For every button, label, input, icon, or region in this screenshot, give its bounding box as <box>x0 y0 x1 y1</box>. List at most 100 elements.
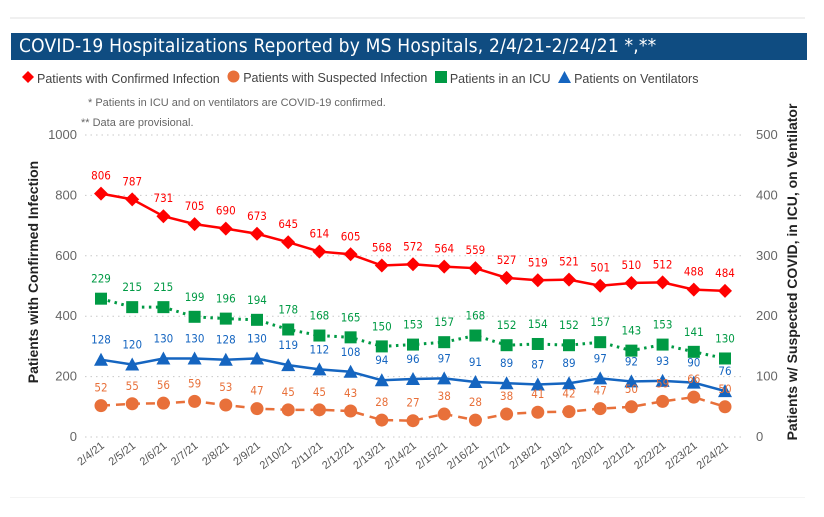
data-label: 42 <box>562 387 575 401</box>
data-label: 52 <box>94 381 107 395</box>
marker-circle <box>468 413 482 427</box>
data-label: 559 <box>466 243 486 257</box>
x-tick-label: 2/8/21 <box>200 440 231 468</box>
marker-square <box>188 310 201 323</box>
data-label: 705 <box>185 199 205 213</box>
data-label: 690 <box>216 204 236 218</box>
data-label: 215 <box>122 280 142 294</box>
data-label: 194 <box>247 293 267 307</box>
data-label: 50 <box>625 382 638 396</box>
data-label: 512 <box>653 257 673 271</box>
y2-axis-title: Patients w/ Suspected COVID, in ICU, on … <box>784 103 800 440</box>
legend-item-ventilators[interactable]: Patients on Ventilators <box>558 71 698 86</box>
marker-square <box>95 292 107 305</box>
y2-tick-label: 500 <box>756 127 778 142</box>
y-axis-right: 0 100 200 300 400 500 <box>756 127 778 444</box>
data-label: 87 <box>531 357 544 371</box>
data-label: 50 <box>718 382 731 396</box>
marker-square <box>563 339 575 352</box>
data-label: 196 <box>216 292 236 306</box>
data-label: 112 <box>310 342 330 356</box>
x-tick-label: 2/20/21 <box>570 440 606 472</box>
x-tick-label: 2/16/21 <box>445 440 481 472</box>
data-label: 519 <box>528 255 548 269</box>
chart-title: COVID-19 Hospitalizations Reported by MS… <box>11 33 807 60</box>
data-label: 38 <box>500 389 513 403</box>
data-label: 89 <box>500 356 513 370</box>
legend-item-suspected[interactable]: Patients with Suspected Infection <box>227 70 427 86</box>
marker-circle <box>125 397 139 411</box>
x-tick-label: 2/11/21 <box>290 440 326 472</box>
data-label: 527 <box>497 253 517 267</box>
legend-item-icu[interactable]: Patients in an ICU <box>434 71 551 86</box>
diamond-icon <box>22 71 34 86</box>
data-label: 55 <box>126 379 139 393</box>
series-line-2 <box>100 297 726 360</box>
data-label: 59 <box>656 376 669 390</box>
marker-square <box>282 323 295 336</box>
marker-diamond <box>562 272 576 287</box>
marker-triangle <box>187 351 202 365</box>
marker-square <box>687 345 700 358</box>
legend-item-confirmed[interactable]: Patients with Confirmed Infection <box>22 71 220 86</box>
data-label: 572 <box>403 239 423 253</box>
top-divider <box>10 17 805 19</box>
marker-circle <box>344 404 358 418</box>
footnote-provisional: ** Data are provisional. <box>81 117 194 129</box>
marker-circle <box>250 402 264 416</box>
y-axis-title: Patients with Confirmed Infection <box>25 161 41 383</box>
data-label: 28 <box>375 395 388 409</box>
data-label: 178 <box>278 302 298 316</box>
data-label: 130 <box>185 331 205 345</box>
data-label: 501 <box>590 261 610 275</box>
marker-triangle <box>437 371 452 385</box>
marker-diamond <box>125 192 140 207</box>
data-label: 128 <box>216 333 236 347</box>
x-tick-label: 2/6/21 <box>138 440 169 468</box>
marker-diamond <box>468 261 483 276</box>
footnote-icu: * Patients in ICU and on ventilators are… <box>88 97 386 109</box>
data-label: 806 <box>91 169 111 183</box>
marker-square <box>344 331 357 344</box>
marker-diamond <box>499 270 514 285</box>
data-label: 120 <box>122 338 142 352</box>
legend-label: Patients in an ICU <box>449 71 551 86</box>
marker-triangle <box>655 373 670 387</box>
y-tick-label: 200 <box>55 369 77 384</box>
data-label: 168 <box>310 309 330 323</box>
y-tick-label: 800 <box>55 187 77 202</box>
x-tick-label: 2/18/21 <box>507 440 543 472</box>
data-label: 27 <box>406 396 419 410</box>
data-label: 47 <box>250 384 263 398</box>
data-label: 645 <box>278 217 298 231</box>
data-label: 521 <box>559 255 579 269</box>
marker-square <box>500 339 513 352</box>
y2-tick-label: 0 <box>756 429 763 444</box>
y2-tick-label: 400 <box>756 187 778 202</box>
data-label: 154 <box>528 317 548 331</box>
marker-triangle <box>218 352 233 366</box>
marker-diamond <box>343 247 358 262</box>
y-tick-label: 1000 <box>48 127 77 142</box>
x-tick-label: 2/15/21 <box>414 440 450 472</box>
data-label: 484 <box>715 266 735 280</box>
marker-diamond <box>218 221 233 236</box>
data-label: 53 <box>219 380 232 394</box>
data-label: 56 <box>157 378 170 392</box>
marker-triangle <box>468 375 483 389</box>
data-label: 43 <box>344 386 357 400</box>
marker-circle <box>94 399 108 413</box>
x-tick-label: 2/22/21 <box>632 440 668 472</box>
marker-square <box>531 337 544 350</box>
marker-circle <box>656 394 670 408</box>
x-tick-label: 2/10/21 <box>258 440 294 472</box>
data-label: 28 <box>469 395 482 409</box>
gridlines <box>85 134 743 438</box>
marker-square <box>126 301 139 314</box>
marker-circle <box>281 403 295 417</box>
data-label: 215 <box>154 280 174 294</box>
data-label: 165 <box>341 310 361 324</box>
circle-icon <box>227 70 240 86</box>
data-label: 108 <box>341 345 361 359</box>
